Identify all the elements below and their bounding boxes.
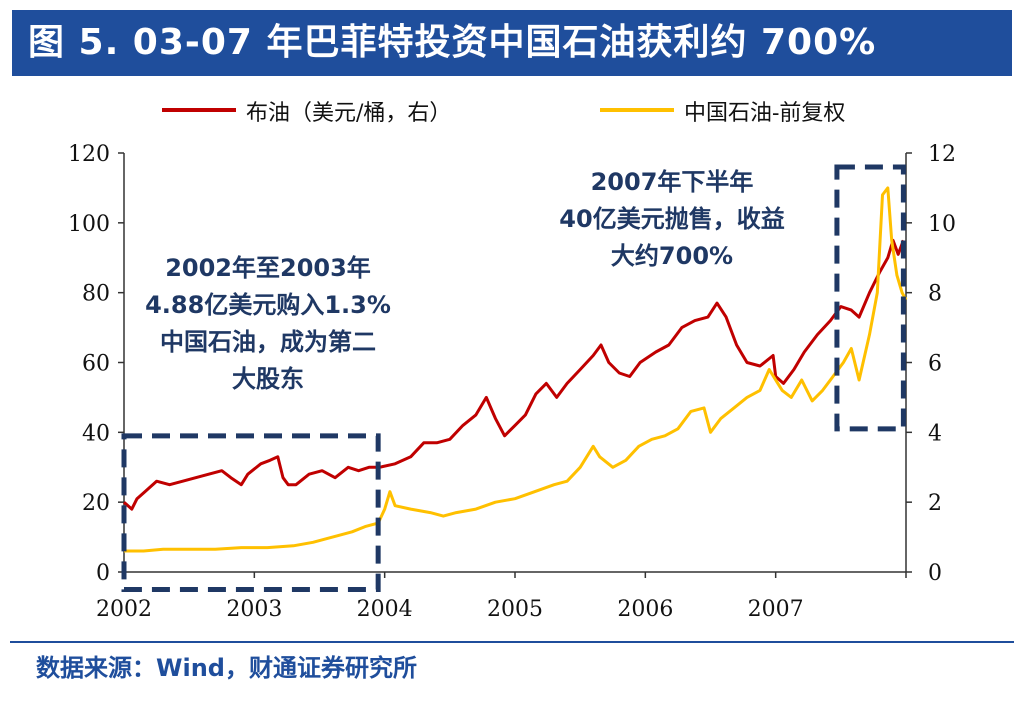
right-tick-label: 4 [928,421,942,446]
petrochina-line [124,186,908,553]
x-tick-label: 2007 [748,597,804,622]
legend-label-brent: 布油（美元/桶，右） [246,101,451,126]
title-banner: 图 5. 03-07 年巴菲特投资中国石油获利约 700% [12,10,1012,76]
chart-canvas: 布油（美元/桶，右） 中国石油-前复权 0 20 40 60 80 100 120 0 2 4 6 8… [68,101,956,622]
annotation-2002-line: 2002年至2003年 [165,254,371,282]
x-tick-label: 2004 [357,597,413,622]
right-tick-label: 10 [928,212,956,237]
annotation-2002-line: 4.88亿美元购入1.3% [145,291,391,319]
left-tick-label: 80 [82,282,110,307]
source-note: 数据来源：Wind，财通证券研究所 [36,654,417,682]
x-tick-label: 2002 [96,597,152,622]
left-tick-label: 40 [82,421,110,446]
legend: 布油（美元/桶，右） 中国石油-前复权 [162,101,845,126]
right-tick-label: 8 [928,282,942,307]
footer-divider [10,641,1014,643]
annotation-2007-line: 2007年下半年 [591,168,754,196]
highlight-box-2007 [834,164,906,432]
x-tick-label: 2003 [226,597,282,622]
left-tick-label: 120 [68,142,110,167]
left-tick-label: 100 [68,212,110,237]
chart-title: 图 5. 03-07 年巴菲特投资中国石油获利约 700% [28,22,877,63]
x-tick-label: 2005 [487,597,543,622]
left-tick-label: 20 [82,491,110,516]
series-group [123,186,908,553]
right-tick-label: 0 [928,561,942,586]
legend-label-petrochina: 中国石油-前复权 [684,101,845,126]
annotation-2002-line: 中国石油，成为第二 [160,328,376,356]
right-tick-label: 2 [928,491,942,516]
annotation-2007-line: 40亿美元抛售，收益 [559,205,784,233]
highlight-boxes [121,164,906,592]
left-tick-label: 0 [96,561,110,586]
right-tick-label: 6 [928,352,942,377]
brent-line [123,238,905,511]
left-tick-label: 60 [82,352,110,377]
annotation-2002-line: 大股东 [232,365,304,393]
annotation-2007-line: 大约700% [611,242,733,270]
right-tick-label: 12 [928,142,956,167]
x-tick-label: 2006 [617,597,673,622]
highlight-box-2002-2003 [121,433,381,592]
axes: 0 20 40 60 80 100 120 0 2 4 6 8 10 12 2002 2003 2004 2005… [68,142,956,622]
